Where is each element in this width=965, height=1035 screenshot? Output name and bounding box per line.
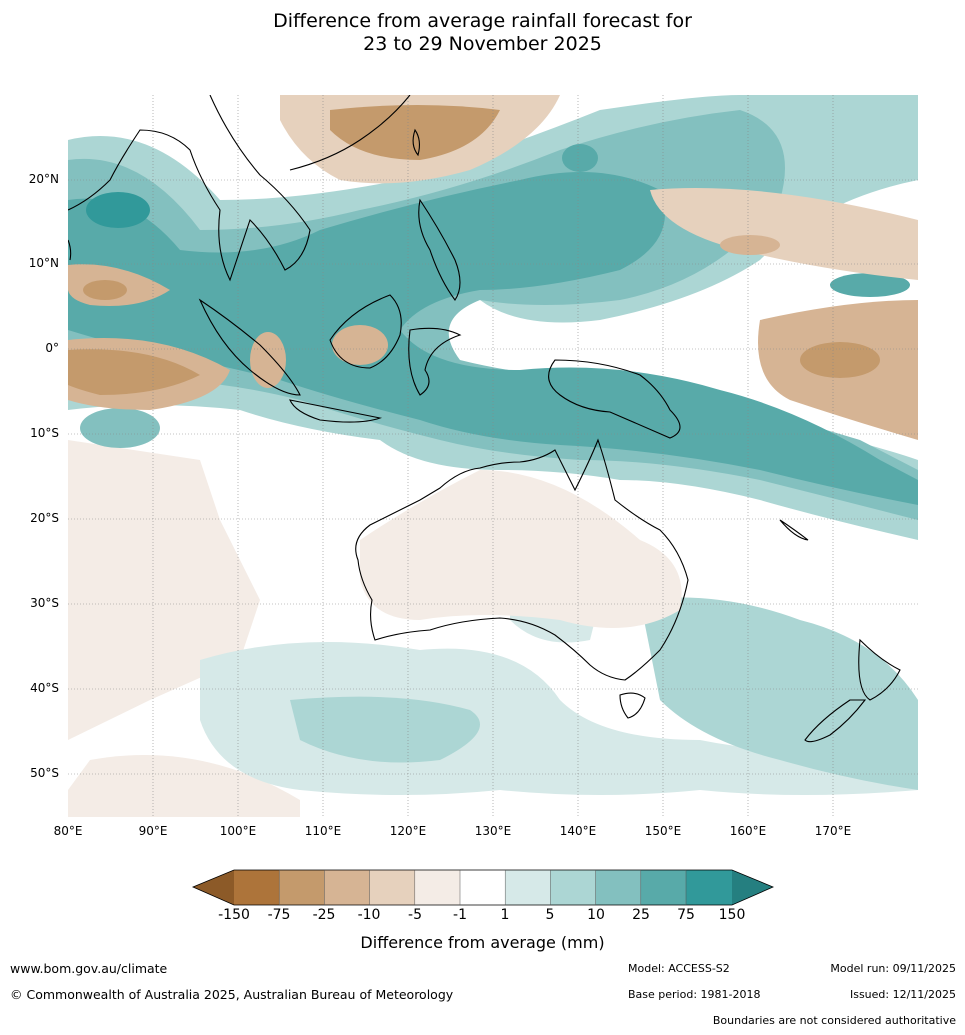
anomaly-dry-moderate-indian-ocean	[68, 349, 200, 395]
lon-label-150e: 150°E	[644, 824, 682, 838]
colorbar-arrow-low	[193, 870, 234, 905]
title-line-1: Difference from average rainfall forecas…	[273, 10, 692, 32]
map-area	[68, 95, 918, 817]
coastline-java	[289, 399, 383, 423]
coastline-new-caledonia	[779, 519, 809, 541]
colorbar-label: Difference from average (mm)	[360, 933, 605, 952]
coastline-indochina	[68, 95, 311, 282]
anomaly-wet-indian-ocean	[80, 408, 160, 448]
lon-label-160e: 160°E	[729, 824, 767, 838]
colorbar-outline	[191, 869, 775, 906]
anomaly-dry-sumatra	[250, 332, 286, 388]
anomaly-dry-moderate-arabian-sea	[83, 280, 127, 300]
coastline-new-zealand-north	[858, 638, 901, 701]
footer-website: www.bom.gov.au/climate	[10, 961, 168, 976]
lon-label-140e: 140°E	[559, 824, 597, 838]
colorbar-tick: -10	[357, 907, 381, 923]
colorbar-tick: 10	[587, 907, 605, 923]
lat-label-40s: 40°S	[30, 681, 59, 695]
colorbar-swatch-minus75-to-minus25	[279, 870, 325, 905]
colorbar-tick: -150	[218, 907, 250, 923]
anomaly-dry-moderate-south-china	[330, 105, 500, 160]
colorbar-swatch-1-to-5	[505, 870, 551, 905]
lat-label-10s: 10°S	[30, 426, 59, 440]
colorbar-swatch-minus150-to-minus75	[234, 870, 280, 905]
coastlines	[68, 95, 901, 743]
lon-label-90e: 90°E	[138, 824, 168, 838]
chart-title: Difference from average rainfall forecas…	[0, 10, 965, 56]
lat-label-20s: 20°S	[30, 511, 59, 525]
anomaly-dry-moderate-south-pacific	[800, 342, 880, 378]
coastline-new-guinea	[548, 359, 681, 439]
anomaly-dry-slight-west	[68, 95, 260, 740]
colorbar-swatch-minus25-to-minus10	[324, 870, 370, 905]
coastline-australia	[355, 438, 689, 681]
colorbar-swatch-minus10-to-minus5	[369, 870, 415, 905]
coastline-borneo	[329, 294, 402, 369]
coastline-taiwan	[412, 128, 421, 157]
footer-disclaimer: Boundaries are not considered authoritat…	[712, 1014, 956, 1027]
lat-label-equator: 0°	[45, 341, 59, 355]
colorbar-arrow-high	[732, 870, 773, 905]
anomaly-dry-north-pacific-core	[720, 235, 780, 255]
colorbar-tick: 5	[545, 907, 555, 923]
footer-base-period: Base period: 1981-2018	[628, 988, 761, 1001]
lon-label-80e: 80°E	[53, 824, 83, 838]
anomaly-wet-south-blob	[290, 696, 480, 763]
anomaly-wet-very-heavy-bay-of-bengal	[86, 192, 150, 228]
footer-model: Model: ACCESS-S2	[628, 962, 730, 975]
colorbar-tick: 75	[677, 907, 695, 923]
colorbar-swatch-minus5-to-minus1	[414, 870, 460, 905]
colorbar-tick: -75	[267, 907, 291, 923]
lat-label-20n: 20°N	[28, 172, 59, 186]
title-line-2: 23 to 29 November 2025	[363, 33, 602, 55]
colorbar-tick: 25	[632, 907, 650, 923]
footer-copyright: © Commonwealth of Australia 2025, Austra…	[10, 987, 454, 1002]
colorbar	[191, 869, 775, 906]
anomaly-wet-central-pacific	[830, 273, 910, 297]
colorbar-swatch-75-to-150	[686, 870, 732, 905]
footer-issued: Issued: 12/11/2025	[849, 988, 956, 1001]
lon-label-120e: 120°E	[389, 824, 427, 838]
graticule	[68, 95, 918, 817]
anomaly-dry-borneo	[332, 325, 388, 365]
colorbar-swatch-5-to-10	[550, 870, 596, 905]
colorbar-swatch-10-to-25	[595, 870, 641, 905]
coastline-new-zealand-south	[804, 699, 867, 743]
lon-label-110e: 110°E	[304, 824, 342, 838]
coastline-tasmania	[619, 692, 646, 719]
colorbar-dividers	[278, 870, 687, 905]
anomaly-wet-heavy-philippine-sea	[562, 144, 598, 172]
coastline-china	[289, 95, 411, 171]
footer-model-run: Model run: 09/11/2025	[830, 962, 956, 975]
lat-label-10n: 10°N	[28, 256, 59, 270]
lon-label-170e: 170°E	[814, 824, 852, 838]
colorbar-tick: -25	[312, 907, 336, 923]
lon-label-100e: 100°E	[219, 824, 257, 838]
anomaly-wet-heavy-belt	[68, 172, 918, 505]
colorbar-tick: 150	[718, 907, 746, 923]
coastline-sulawesi	[408, 327, 462, 396]
lat-label-50s: 50°S	[30, 766, 59, 780]
colorbar-swatch-25-to-75	[640, 870, 686, 905]
colorbar-tick: 1	[500, 907, 510, 923]
anomaly-wet-tasman	[640, 597, 918, 790]
colorbar-tick: -5	[408, 907, 422, 923]
coastline-philippines	[418, 198, 461, 301]
anomaly-dry-slight-southwest	[68, 755, 300, 817]
colorbar-swatch-minus1-to-1	[460, 870, 506, 905]
lat-label-30s: 30°S	[30, 596, 59, 610]
coastline-sumatra	[198, 298, 301, 396]
anomaly-dry-north-pacific	[650, 188, 918, 280]
colorbar-tick: -1	[453, 907, 467, 923]
anomaly-dry-slight-australia	[360, 470, 682, 628]
lon-label-130e: 130°E	[474, 824, 512, 838]
coastline-sri-lanka	[68, 239, 72, 261]
